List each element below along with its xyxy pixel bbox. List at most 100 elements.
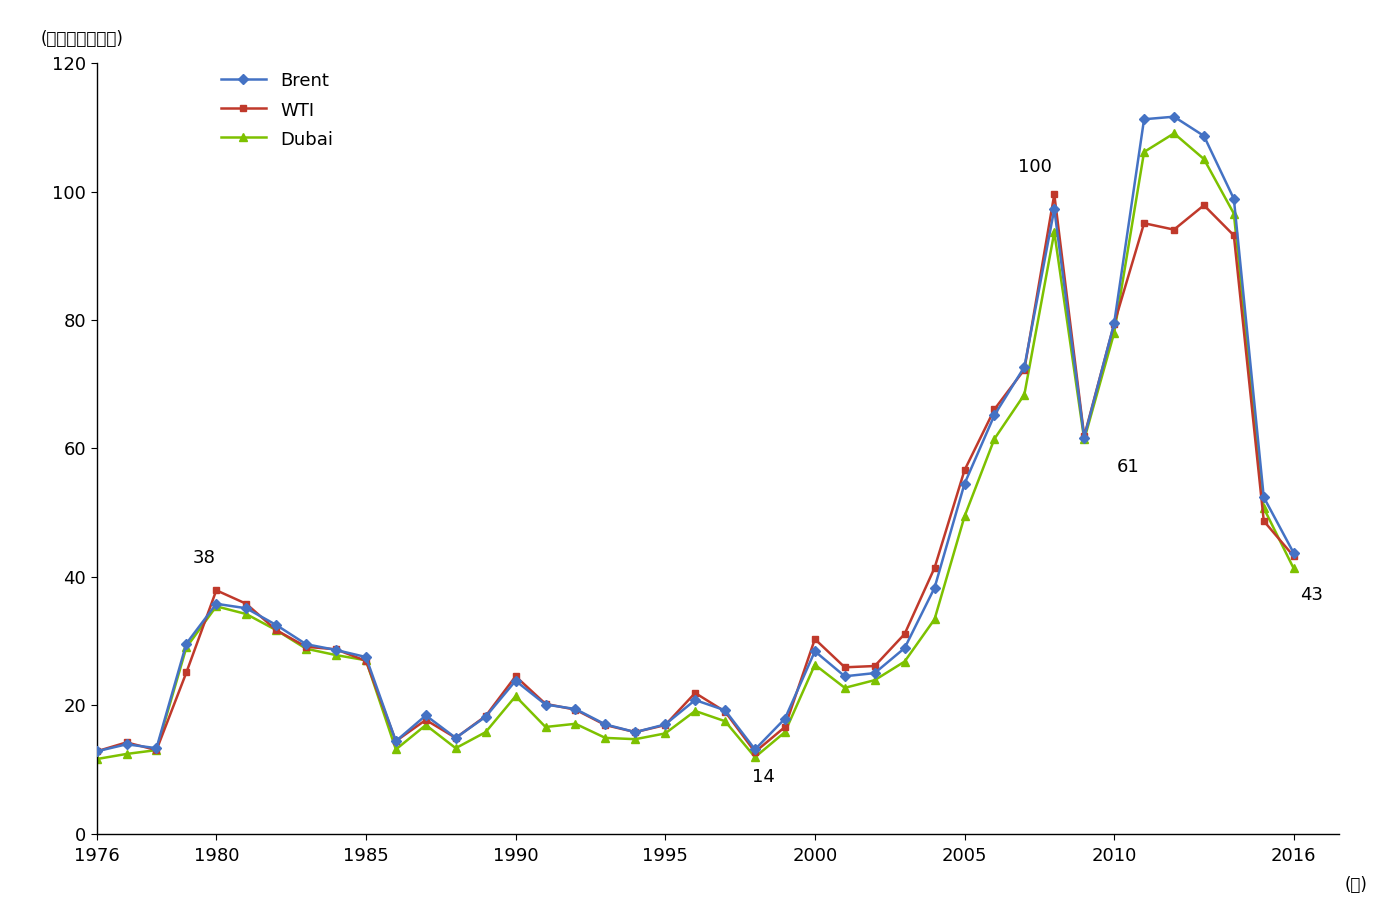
WTI [567, 704, 584, 715]
Brent [298, 639, 315, 650]
Text: 100: 100 [1018, 158, 1052, 176]
Brent [327, 644, 344, 655]
WTI [537, 699, 553, 709]
Brent [777, 713, 794, 724]
Brent [806, 646, 822, 657]
WTI [208, 585, 225, 596]
Brent [1046, 204, 1063, 215]
WTI [327, 644, 344, 655]
Brent [237, 602, 254, 613]
Brent [956, 478, 973, 489]
WTI [88, 746, 105, 757]
Dubai [777, 727, 794, 737]
Brent [88, 746, 105, 757]
Dubai [598, 732, 614, 743]
Brent [537, 699, 553, 710]
WTI [687, 688, 704, 699]
Dubai [1105, 327, 1122, 338]
Dubai [357, 655, 374, 666]
Dubai [178, 642, 195, 653]
Brent [1256, 492, 1272, 503]
WTI [657, 719, 673, 730]
Brent [567, 704, 584, 715]
WTI [1076, 431, 1093, 442]
Brent [1016, 361, 1032, 372]
Dubai [1225, 208, 1242, 219]
Dubai [298, 643, 315, 654]
WTI [508, 670, 524, 681]
Line: Brent: Brent [92, 113, 1297, 755]
Dubai [716, 716, 733, 727]
WTI [357, 655, 374, 666]
Brent [1105, 318, 1122, 329]
Dubai [806, 660, 822, 670]
WTI [1195, 200, 1212, 211]
WTI [836, 662, 853, 673]
Brent [836, 670, 853, 681]
WTI [1166, 224, 1183, 235]
Dubai [926, 613, 943, 624]
WTI [627, 727, 643, 737]
WTI [1136, 217, 1152, 228]
Brent [477, 711, 494, 722]
Brent [119, 739, 135, 750]
Brent [418, 710, 435, 721]
WTI [777, 721, 794, 732]
Brent [208, 598, 225, 609]
Dubai [1076, 434, 1093, 445]
WTI [1105, 319, 1122, 330]
Dubai [987, 433, 1003, 444]
WTI [956, 465, 973, 476]
Text: (年): (年) [1344, 876, 1368, 894]
WTI [237, 598, 254, 609]
Brent [1285, 547, 1301, 558]
WTI [1285, 551, 1301, 562]
Brent [268, 620, 284, 631]
Dubai [327, 650, 344, 660]
Dubai [1166, 128, 1183, 139]
Brent [627, 727, 643, 737]
Brent [687, 695, 704, 706]
Brent [508, 675, 524, 686]
Dubai [1256, 503, 1272, 514]
Dubai [537, 721, 553, 732]
Text: 43: 43 [1300, 586, 1322, 604]
Dubai [1136, 147, 1152, 158]
Dubai [956, 511, 973, 522]
Brent [926, 583, 943, 593]
WTI [987, 404, 1003, 415]
Dubai [119, 748, 135, 759]
Brent [1076, 432, 1093, 443]
Dubai [657, 728, 673, 739]
Brent [987, 410, 1003, 420]
Dubai [627, 734, 643, 745]
WTI [477, 710, 494, 721]
Dubai [477, 727, 494, 737]
Dubai [1195, 154, 1212, 165]
WTI [298, 641, 315, 652]
Brent [747, 744, 763, 755]
Text: 14: 14 [752, 768, 776, 786]
Brent [1136, 114, 1152, 125]
WTI [716, 706, 733, 717]
Brent [716, 705, 733, 716]
Dubai [1285, 563, 1301, 573]
Dubai [237, 609, 254, 620]
Brent [388, 736, 404, 747]
WTI [178, 667, 195, 678]
WTI [598, 719, 614, 730]
Dubai [508, 690, 524, 701]
Brent [1166, 111, 1183, 122]
Brent [148, 743, 164, 754]
Brent [178, 638, 195, 649]
WTI [148, 745, 164, 756]
Text: 61: 61 [1118, 458, 1140, 476]
WTI [1256, 516, 1272, 526]
Dubai [747, 752, 763, 763]
Legend: Brent, WTI, Dubai: Brent, WTI, Dubai [221, 72, 334, 149]
WTI [867, 660, 883, 671]
Dubai [1046, 226, 1063, 237]
Dubai [148, 745, 164, 756]
Text: (米ドル／バレル): (米ドル／バレル) [41, 30, 124, 48]
Dubai [836, 682, 853, 693]
